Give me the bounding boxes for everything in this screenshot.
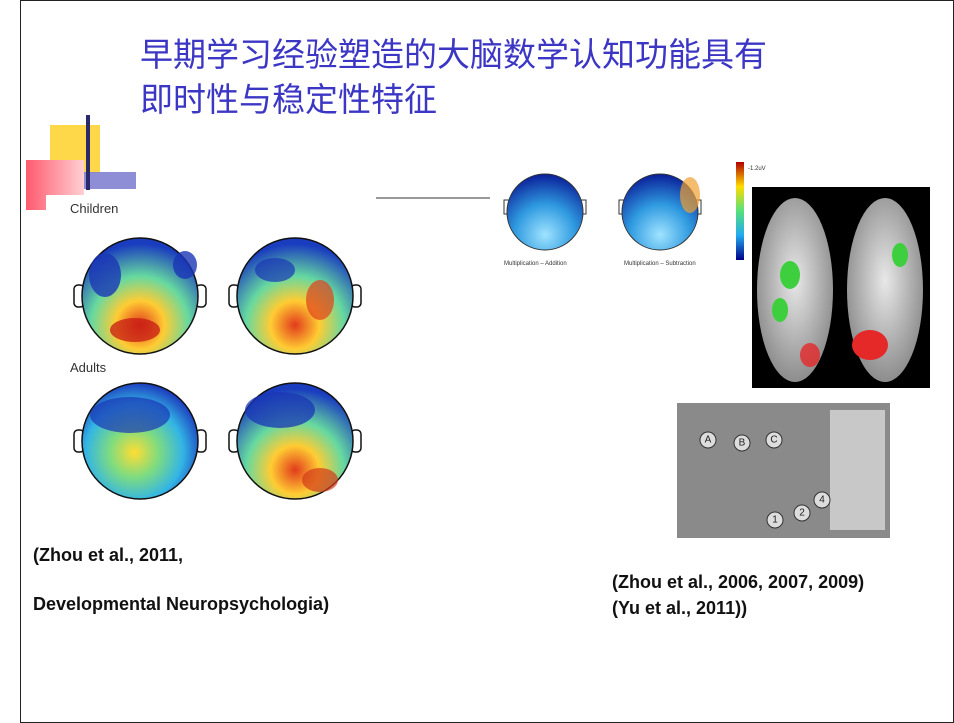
deco-bar	[86, 115, 90, 190]
deco-blue	[84, 172, 136, 189]
cortex-photo-tissue	[830, 410, 885, 530]
scale-label: -1.2uV	[748, 166, 766, 172]
electrode-label: 4	[819, 495, 825, 506]
erp-label: Multiplication – Subtraction	[624, 261, 696, 267]
erp-maps	[503, 173, 702, 251]
figure-label: Adults	[70, 360, 107, 375]
topo-maps	[73, 237, 362, 500]
title-line: 即时性与稳定性特征	[140, 80, 437, 119]
title-line: 早期学习经验塑造的大脑数学认知功能具有	[140, 35, 767, 74]
electrode-label: A	[705, 435, 712, 446]
color-bar	[736, 162, 744, 260]
electrode-label: 2	[799, 508, 805, 519]
figure-label: Children	[70, 201, 118, 216]
citation: (Yu et al., 2011))	[612, 598, 747, 618]
brain	[757, 198, 923, 382]
electrode-label: B	[739, 438, 746, 449]
electrode-label: 1	[772, 515, 778, 526]
citation: (Zhou et al., 2011,	[33, 545, 183, 565]
electrodes	[699, 431, 831, 529]
citation: (Zhou et al., 2006, 2007, 2009)	[612, 572, 864, 592]
erp-label: Multiplication – Addition	[504, 261, 567, 267]
electrode-label: C	[770, 435, 777, 446]
citation: Developmental Neuropsychologia)	[33, 594, 329, 614]
